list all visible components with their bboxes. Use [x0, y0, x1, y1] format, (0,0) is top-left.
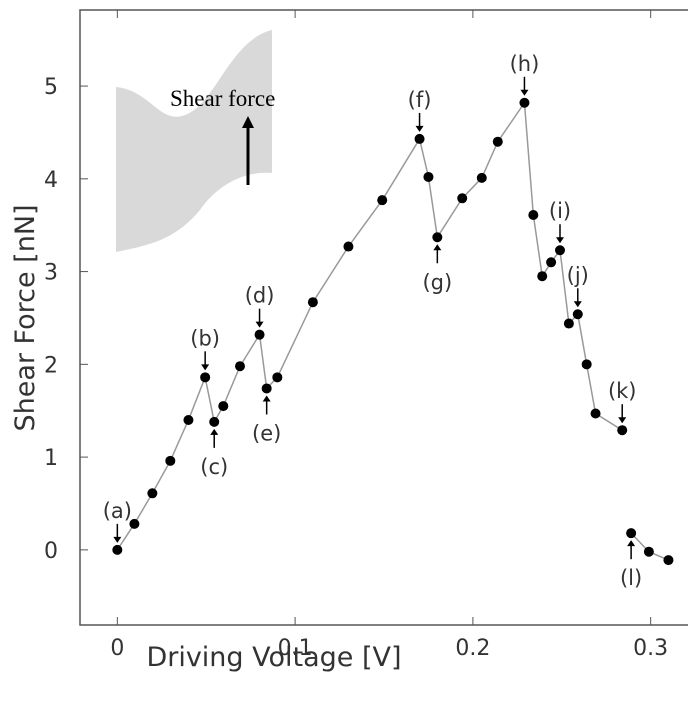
annotation-arrowhead	[201, 364, 210, 371]
data-point	[457, 193, 468, 204]
point-label: (i)	[549, 199, 571, 223]
plot-frame	[79, 9, 688, 626]
annotation-arrowhead	[618, 417, 627, 424]
data-point	[643, 546, 654, 557]
data-point	[563, 318, 574, 329]
data-point	[537, 271, 548, 282]
point-label: (d)	[245, 284, 275, 308]
point-label: (a)	[103, 499, 132, 523]
data-point	[626, 528, 637, 539]
point-label: (k)	[608, 379, 637, 403]
data-point	[209, 416, 220, 427]
annotation-arrowhead	[573, 301, 582, 308]
y-axis-label: Shear Force [nN]	[10, 204, 41, 431]
inset-shape	[116, 30, 272, 252]
data-point	[663, 555, 674, 566]
y-tick-label: 4	[44, 168, 58, 193]
data-point	[546, 257, 557, 268]
point-label: (f)	[408, 88, 432, 112]
annotation-arrowhead	[210, 428, 219, 435]
data-point	[476, 172, 487, 183]
data-point	[377, 195, 388, 206]
data-point	[183, 415, 194, 425]
point-label: (j)	[567, 263, 589, 287]
y-tick-label: 2	[44, 353, 58, 378]
point-label: (l)	[620, 566, 642, 590]
data-point	[423, 171, 434, 182]
data-point	[235, 361, 245, 372]
x-tick-label: 0.2	[455, 636, 490, 661]
data-point	[218, 401, 229, 412]
annotation-arrowhead	[255, 321, 264, 328]
data-point	[528, 210, 539, 220]
data-point	[307, 297, 318, 308]
y-tick-label: 5	[44, 75, 58, 100]
x-tick-label: 0	[110, 636, 124, 661]
data-point	[343, 241, 354, 252]
data-point	[519, 97, 530, 108]
inset-label: Shear force	[170, 86, 275, 111]
data-point	[129, 518, 140, 529]
point-label: (c)	[200, 455, 228, 479]
y-tick-label: 0	[44, 539, 58, 564]
data-point	[555, 245, 565, 256]
y-tick-label: 1	[44, 446, 58, 471]
data-point	[261, 383, 272, 394]
point-label: (b)	[190, 326, 220, 350]
data-point	[147, 488, 158, 499]
data-point	[432, 232, 443, 243]
data-point	[414, 133, 425, 144]
data-point	[572, 309, 583, 320]
annotation-arrowhead	[556, 237, 564, 244]
annotation-arrowhead	[415, 125, 424, 132]
point-label: (g)	[422, 270, 452, 294]
annotation-arrowhead	[433, 244, 442, 251]
data-point	[112, 544, 123, 555]
data-point	[272, 372, 283, 383]
point-label: (h)	[510, 52, 540, 76]
point-label: (e)	[252, 421, 281, 445]
y-tick-label: 3	[44, 261, 58, 286]
annotation-arrowhead	[113, 536, 122, 543]
annotation-arrowhead	[627, 540, 636, 547]
data-point	[254, 329, 265, 340]
data-point	[581, 359, 592, 370]
data-point	[617, 425, 628, 436]
x-axis-label: Driving Voltage [V]	[146, 642, 401, 673]
data-point	[492, 136, 503, 147]
annotation-arrowhead	[262, 395, 271, 402]
x-tick-label: 0.1	[278, 636, 313, 661]
data-point	[590, 408, 601, 419]
annotation-arrowhead	[520, 89, 529, 96]
inset-arrowhead	[242, 116, 254, 128]
data-point	[200, 372, 211, 383]
x-tick-label: 0.3	[633, 636, 668, 661]
data-point	[165, 455, 176, 466]
